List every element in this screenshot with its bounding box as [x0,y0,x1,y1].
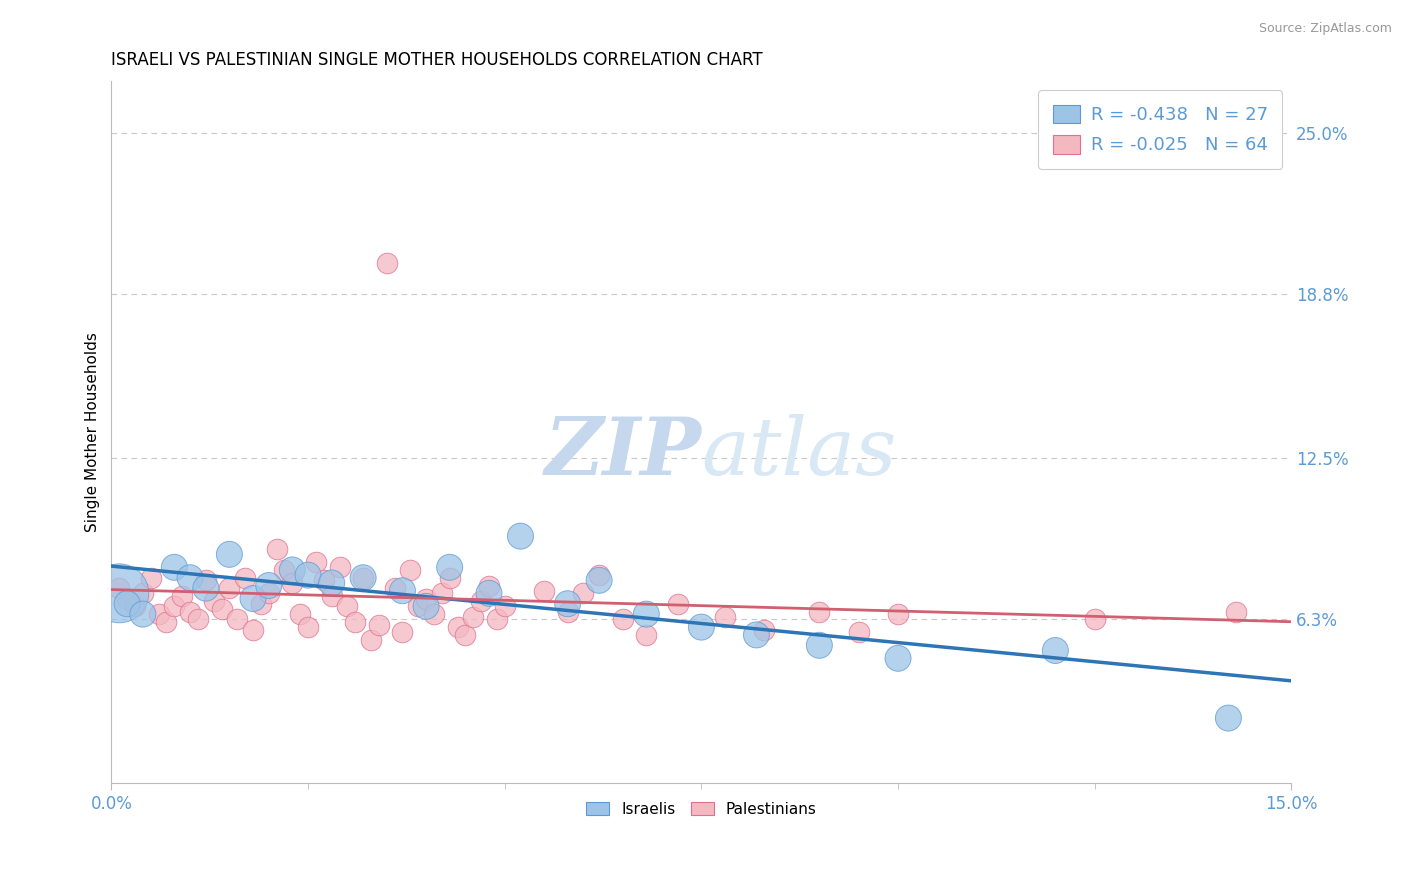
Point [132,607,155,621]
Point [399,563,422,577]
Point [423,607,446,621]
Point [281,576,304,591]
Point [226,612,249,626]
Point [148,607,170,621]
Point [470,594,492,608]
Point [194,581,217,595]
Point [312,574,335,588]
Point [848,625,870,640]
Point [187,612,209,626]
Point [321,589,343,603]
Point [352,571,374,585]
Point [636,607,658,621]
Point [172,589,194,603]
Point [266,542,288,557]
Point [636,628,658,642]
Legend: Israelis, Palestinians: Israelis, Palestinians [578,794,824,824]
Point [690,620,713,634]
Point [588,574,610,588]
Text: ISRAELI VS PALESTINIAN SINGLE MOTHER HOUSEHOLDS CORRELATION CHART: ISRAELI VS PALESTINIAN SINGLE MOTHER HOU… [111,51,763,69]
Point [1084,612,1107,626]
Point [714,609,737,624]
Point [179,571,201,585]
Point [115,591,138,606]
Point [454,628,477,642]
Point [754,623,776,637]
Point [108,586,131,600]
Point [887,607,910,621]
Point [557,605,579,619]
Point [321,576,343,591]
Point [273,563,295,577]
Point [478,586,501,600]
Point [352,571,374,585]
Point [124,599,146,614]
Point [478,578,501,592]
Point [115,597,138,611]
Point [439,560,461,574]
Point [202,594,225,608]
Text: atlas: atlas [702,415,897,492]
Point [344,615,367,629]
Point [281,563,304,577]
Point [391,583,413,598]
Point [242,591,264,606]
Point [163,560,186,574]
Point [509,529,531,543]
Point [439,571,461,585]
Point [139,571,162,585]
Point [588,568,610,582]
Point [446,620,468,634]
Point [163,599,186,614]
Point [360,633,382,648]
Point [391,625,413,640]
Text: ZIP: ZIP [544,415,702,492]
Point [533,583,555,598]
Point [415,599,437,614]
Point [494,599,516,614]
Point [485,612,508,626]
Point [233,571,256,585]
Point [415,591,437,606]
Point [218,547,240,561]
Point [290,607,312,621]
Point [297,568,319,582]
Point [375,256,398,270]
Point [745,628,768,642]
Text: Source: ZipAtlas.com: Source: ZipAtlas.com [1258,22,1392,36]
Point [108,581,131,595]
Point [367,617,389,632]
Point [218,581,240,595]
Point [328,560,350,574]
Point [257,578,280,592]
Point [336,599,359,614]
Point [1225,605,1247,619]
Point [132,586,155,600]
Point [194,574,217,588]
Y-axis label: Single Mother Households: Single Mother Households [86,332,100,533]
Point [430,586,453,600]
Point [297,620,319,634]
Point [808,605,831,619]
Point [179,605,201,619]
Point [250,597,273,611]
Point [242,623,264,637]
Point [572,586,595,600]
Point [305,555,328,569]
Point [384,581,406,595]
Point [1045,643,1067,657]
Point [406,599,429,614]
Point [463,609,485,624]
Point [666,597,689,611]
Point [257,586,280,600]
Point [155,615,177,629]
Point [1218,711,1240,725]
Point [612,612,634,626]
Point [808,638,831,652]
Point [211,602,233,616]
Point [887,651,910,665]
Point [557,597,579,611]
